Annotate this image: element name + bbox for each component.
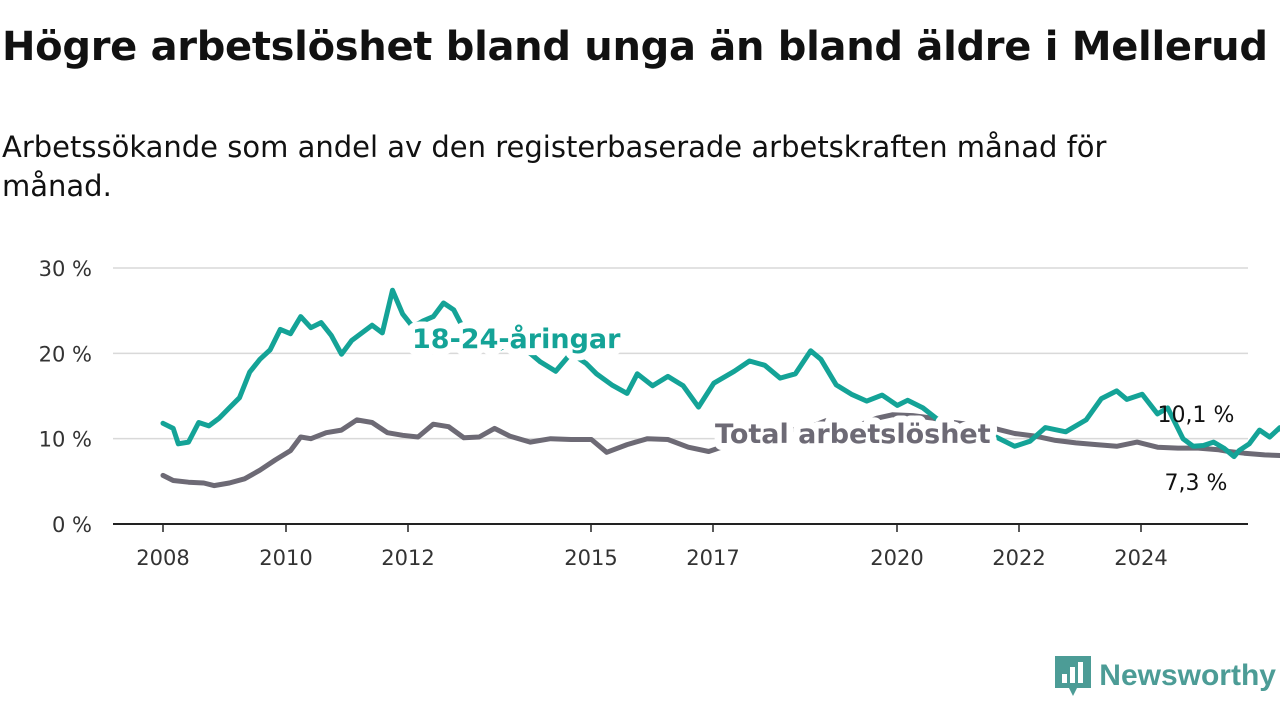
x-tick-label: 2012 <box>381 546 434 570</box>
y-tick-label: 10 % <box>39 428 92 452</box>
gridlines <box>113 267 1248 440</box>
brand-name: Newsworthy <box>1099 659 1276 692</box>
chart-subtitle: Arbetssökande som andel av den registerb… <box>2 130 1107 203</box>
x-tick-label: 2008 <box>136 546 189 570</box>
total-end-value-label: 7,3 % <box>1165 471 1228 496</box>
line-chart: 0 % 10 % 20 % 30 % 2008 2010 2012 2015 2017 2020 2… <box>39 257 1280 570</box>
youth-series-label: 18-24-åringar <box>412 323 621 355</box>
x-tick-label: 2024 <box>1114 546 1167 570</box>
y-tick-label: 0 % <box>52 513 92 537</box>
newsworthy-logo-icon <box>1055 656 1092 696</box>
total-series-line <box>160 412 1280 489</box>
total-series-label: Total arbetslöshet <box>715 419 991 450</box>
axes: 0 % 10 % 20 % 30 % 2008 2010 2012 2015 2017 2020 2… <box>39 257 1248 570</box>
youth-series-line <box>160 287 1280 460</box>
x-tick-label: 2022 <box>992 546 1045 570</box>
x-tick-label: 2017 <box>686 546 739 570</box>
x-tick-label: 2020 <box>870 546 923 570</box>
x-tick-label: 2010 <box>259 546 312 570</box>
y-tick-label: 30 % <box>39 257 92 281</box>
x-tick-label: 2015 <box>564 546 617 570</box>
series-lines <box>160 287 1280 489</box>
newsworthy-brand: Newsworthy <box>1055 656 1276 696</box>
youth-end-value-label: 10,1 % <box>1158 403 1235 428</box>
labels: 18-24-åringar Total arbetslöshet 10,1 % 7,3… <box>405 316 1235 496</box>
chart-title: Högre arbetslöshet bland unga än bland ä… <box>2 24 1268 70</box>
y-tick-label: 20 % <box>39 342 92 366</box>
